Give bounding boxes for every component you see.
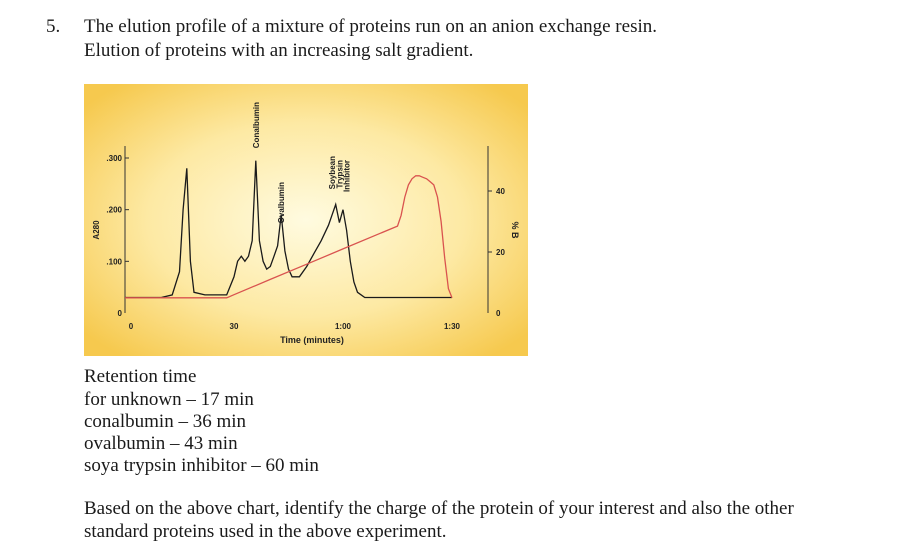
y-right-tick-label: 40 (496, 187, 505, 196)
x-tick-label: 0 (129, 322, 134, 331)
chart-background (84, 84, 528, 356)
y-right-tick-label: 0 (496, 309, 501, 318)
y-right-tick-label: 20 (496, 248, 505, 257)
y-left-axis-label: A280 (92, 220, 101, 240)
question-line-1: The elution profile of a mixture of prot… (84, 16, 657, 37)
absorbance-line (125, 160, 452, 299)
retention-line: ovalbumin – 43 min (84, 433, 238, 454)
retention-line: soya trypsin inhibitor – 60 min (84, 455, 319, 476)
y-left-tick-label: .200 (106, 206, 122, 215)
peak-label: Trypsin (335, 160, 344, 189)
peak-label: Ovalbumin (277, 182, 286, 223)
y-left-tick-label: .100 (106, 257, 122, 266)
y-right-axis-label: % B (510, 221, 520, 239)
retention-title: Retention time (84, 366, 197, 387)
y-left-tick-label: 0 (118, 309, 123, 318)
y-left-tick-label: .300 (106, 154, 122, 163)
elution-chart: 0 30 1:00 1:30 0 .100 .200 .300 0 20 40 Conalbum… (84, 84, 528, 356)
peak-label: Inhibitor (343, 160, 352, 192)
retention-line: for unknown – 17 min (84, 389, 254, 410)
x-tick-label: 1:30 (444, 322, 461, 331)
question-line-2: Elution of proteins with an increasing s… (84, 40, 474, 61)
salt-gradient-line (125, 175, 453, 299)
x-axis-label: Time (minutes) (280, 335, 344, 345)
retention-line: conalbumin – 36 min (84, 411, 247, 432)
x-tick-label: 30 (230, 322, 239, 331)
peak-label: Conalbumin (252, 102, 261, 148)
peak-label: Soybean (328, 156, 337, 189)
question-number: 5. (46, 16, 61, 37)
x-tick-label: 1:00 (335, 322, 352, 331)
question-prompt: Based on the above chart, identify the c… (84, 498, 794, 542)
